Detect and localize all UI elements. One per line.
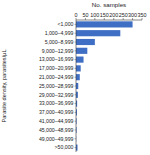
y-tick — [75, 130, 77, 131]
x-tick-label: 150 — [100, 12, 109, 18]
y-tick-label: 37,000–40,999 — [39, 109, 74, 115]
chart-container: No. samples Parasite density, parasites/µ… — [0, 0, 150, 155]
y-tick-label: 17,000–20,999 — [39, 65, 74, 71]
y-tick — [75, 94, 77, 95]
x-tick-label: 50 — [82, 12, 88, 18]
y-tick — [75, 33, 77, 34]
x-axis-line — [76, 20, 142, 21]
y-tick — [75, 112, 77, 113]
bar — [76, 74, 80, 80]
y-tick — [75, 147, 77, 148]
x-tick-label: 200 — [109, 12, 118, 18]
y-tick-label: 25,000–28,999 — [39, 83, 74, 89]
bar — [76, 39, 95, 45]
y-tick — [75, 59, 77, 60]
y-tick-label: 1,000–4,999 — [45, 30, 74, 36]
chart-svg: No. samples Parasite density, parasites/µ… — [0, 0, 150, 155]
y-tick-label: 21,000–24,999 — [39, 74, 74, 80]
x-tick-label: 300 — [128, 12, 137, 18]
y-tick-label: >50,000 — [55, 144, 74, 150]
x-tick — [113, 18, 114, 20]
x-tick — [132, 18, 133, 20]
x-tick-label: 0 — [75, 12, 78, 18]
y-axis-line — [76, 20, 77, 152]
x-tick — [94, 18, 95, 20]
y-tick — [75, 42, 77, 43]
y-tick — [75, 77, 77, 78]
y-tick-label: 9,000–12,999 — [42, 48, 74, 54]
x-tick-label: 250 — [119, 12, 128, 18]
y-tick — [75, 50, 77, 51]
y-axis-title: Parasite density, parasites/µL — [1, 49, 7, 122]
bar — [76, 48, 87, 54]
y-tick-label: 33,000–36,999 — [39, 100, 74, 106]
bar — [76, 83, 78, 89]
y-tick-label: 49,000–49,999 — [39, 136, 74, 142]
y-tick-label: 5,000–8,999 — [45, 39, 74, 45]
y-tick — [75, 121, 77, 122]
y-tick — [75, 24, 77, 25]
bar — [76, 21, 133, 27]
y-tick — [75, 138, 77, 139]
x-tick — [85, 18, 86, 20]
bars — [76, 21, 133, 150]
x-tick-label: 350 — [138, 12, 147, 18]
bar — [76, 57, 84, 63]
x-axis-title: No. samples — [92, 1, 126, 8]
y-tick-label: 41,000–44,999 — [39, 118, 74, 124]
bar — [76, 30, 120, 36]
x-tick — [123, 18, 124, 20]
x-tick-label: 100 — [90, 12, 99, 18]
y-tick-label: 45,000–48,999 — [39, 127, 74, 133]
x-tick — [76, 18, 77, 20]
x-tick — [104, 18, 105, 20]
y-tick-label: <1,000 — [57, 21, 73, 27]
y-tick — [75, 103, 77, 104]
y-tick-label: 29,000–32,999 — [39, 92, 74, 98]
y-tick — [75, 68, 77, 69]
bar — [76, 65, 81, 71]
x-tick — [142, 18, 143, 20]
y-tick-label: 13,000–16,999 — [39, 56, 74, 62]
y-tick — [75, 86, 77, 87]
